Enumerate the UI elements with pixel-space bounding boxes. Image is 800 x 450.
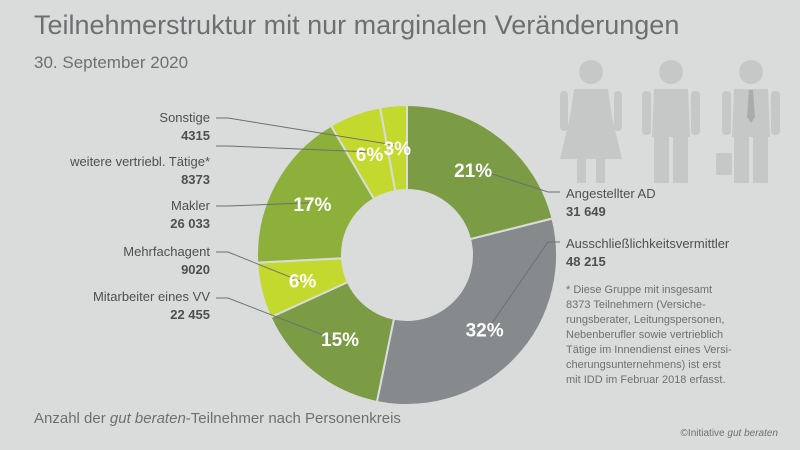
- footnote-line: mit IDD im Februar 2018 erfasst.: [566, 374, 726, 386]
- percent-label-sonstige: 3%: [384, 139, 412, 160]
- category-label-sonstige: Sonstige 4315: [60, 109, 210, 145]
- category-value: 26 033: [170, 216, 210, 231]
- caption-suffix: -Teilnehmer nach Personenkreis: [185, 410, 401, 427]
- percent-label-mehrfachagent: 6%: [289, 271, 317, 292]
- footnote-line: Nebenberufler sowie vertrieblich: [566, 329, 724, 341]
- donut-slice-makler: [256, 124, 376, 264]
- chart-subtitle: 30. September 2020: [34, 53, 189, 72]
- leader-line-sonstige: [216, 117, 398, 146]
- businessman-figure-icon: [716, 60, 780, 183]
- percent-label-mitarbeiter-eines-vv: 15%: [321, 330, 359, 351]
- category-name: Angestellter AD: [566, 186, 656, 201]
- chart-caption: Anzahl der gut beraten-Teilnehmer nach P…: [34, 410, 401, 427]
- copyright-prefix: ©Initiative: [680, 428, 728, 439]
- footnote: * Diese Gruppe mit insgesamt 8373 Teilne…: [566, 283, 776, 388]
- leader-line-mehrfachagent: [216, 251, 301, 282]
- category-label-weitere-vertriebl-taetige: weitere vertriebl. Tätige* 8373: [20, 153, 210, 189]
- chart-title: Teilnehmerstruktur mit nur marginalen Ve…: [34, 10, 680, 40]
- percent-labels: 21%32%15%6%17%6% 3%: [289, 139, 504, 351]
- leader-lines: [216, 117, 560, 342]
- category-name: Sonstige: [159, 110, 210, 125]
- leader-line-weitere-vertriebl-taetige: [216, 145, 369, 153]
- category-value: 9020: [181, 262, 210, 277]
- category-value: 4315: [181, 128, 210, 143]
- category-value: 31 649: [566, 204, 606, 219]
- copyright-notice: ©Initiative gut beraten: [681, 428, 778, 439]
- donut-slices: [256, 103, 558, 406]
- category-name: Mitarbeiter eines VV: [92, 289, 210, 304]
- copyright-italic: gut beraten: [727, 428, 778, 439]
- category-value: 22 455: [170, 307, 210, 322]
- percent-label-makler: 17%: [293, 195, 331, 216]
- people-illustration: [560, 60, 780, 183]
- donut-slice-sonstige: [378, 103, 408, 193]
- leader-line-mitarbeiter-eines-vv: [216, 297, 339, 342]
- footnote-line: cherungsunternehmens) ist erst: [566, 359, 721, 371]
- category-name: Makler: [170, 198, 210, 213]
- donut-slice-ausschliesslichkeitsvermittler: [375, 217, 558, 406]
- category-label-mehrfachagent: Mehrfachagent 9020: [60, 243, 210, 279]
- footnote-line: Tätige im Innendienst eines Versi-: [566, 344, 732, 356]
- category-label-makler: Makler 26 033: [60, 197, 210, 233]
- man-figure-icon: [642, 60, 700, 183]
- category-label-angestellter-ad: Angestellter AD 31 649: [566, 185, 656, 221]
- category-label-ausschliesslichkeitsvermittler: Ausschließlichkeitsvermittler 48 215: [566, 235, 729, 271]
- footnote-line: rungsberater, Leitungspersonen,: [566, 314, 725, 326]
- percent-label-ausschliesslichkeitsvermittler: 32%: [466, 320, 504, 341]
- leader-line-ausschliesslichkeitsvermittler: [486, 241, 560, 332]
- category-label-mitarbeiter-eines-vv: Mitarbeiter eines VV 22 455: [40, 288, 210, 324]
- category-name: Mehrfachagent: [123, 244, 210, 259]
- leader-line-angestellter-ad: [474, 167, 560, 193]
- percent-label-weitere-vertriebl-taetige: 6%: [356, 145, 384, 166]
- footnote-line: 8373 Teilnehmern (Versiche-: [566, 299, 706, 311]
- woman-figure-icon: [560, 60, 622, 183]
- category-value: 8373: [181, 172, 210, 187]
- caption-italic: gut beraten: [109, 410, 186, 427]
- donut-slice-angestellter-ad: [406, 103, 554, 241]
- category-value: 48 215: [566, 254, 606, 269]
- category-name: Ausschließlichkeitsvermittler: [566, 236, 730, 251]
- category-name: weitere vertriebl. Tätige*: [70, 154, 210, 169]
- percent-label-angestellter-ad: 21%: [454, 161, 492, 182]
- footnote-line: * Diese Gruppe mit insgesamt: [566, 284, 713, 296]
- caption-prefix: Anzahl der: [34, 410, 110, 427]
- leader-line-makler: [216, 202, 311, 207]
